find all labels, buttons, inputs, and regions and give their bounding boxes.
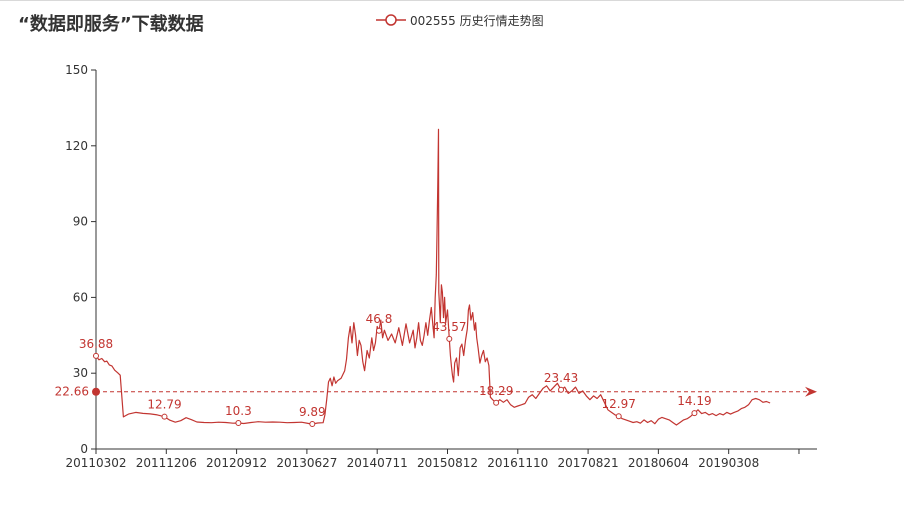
- average-arrow: [805, 386, 817, 397]
- y-tick-label: 0: [80, 442, 88, 456]
- x-tick-label: 20111206: [136, 456, 197, 470]
- data-point-marker: [615, 413, 622, 420]
- data-point-marker: [235, 419, 242, 426]
- data-point-marker: [161, 413, 168, 420]
- y-tick-label: 30: [73, 366, 88, 380]
- data-point-label: 36.88: [79, 337, 113, 351]
- data-point-marker: [309, 421, 316, 428]
- y-tick-label: 90: [73, 215, 88, 229]
- data-point-marker: [691, 410, 698, 417]
- y-tick-label: 120: [65, 139, 88, 153]
- x-tick-label: 20130627: [276, 456, 337, 470]
- data-point-label: 9.89: [299, 405, 326, 419]
- data-point-marker: [375, 327, 382, 334]
- average-start-marker: [92, 387, 100, 396]
- data-point-label: 12.79: [147, 398, 181, 412]
- top-divider: [0, 0, 904, 1]
- x-tick-label: 20180604: [628, 456, 689, 470]
- legend-line-marker-icon: [376, 14, 406, 26]
- data-point-marker: [493, 399, 500, 406]
- y-tick-label: 150: [65, 63, 88, 77]
- data-point-marker: [93, 352, 99, 359]
- series-line-002555: [95, 128, 771, 426]
- y-tick-label: 60: [73, 290, 88, 304]
- x-tick-label: 20170821: [558, 456, 619, 470]
- legend-label: 002555 历史行情走势图: [410, 13, 544, 28]
- data-point-label: 10.3: [225, 404, 252, 418]
- data-point-label: 18.29: [479, 384, 513, 398]
- x-tick-label: 20190308: [698, 456, 759, 470]
- x-tick-label: 20161110: [487, 456, 548, 470]
- average-label: 22.66: [55, 385, 89, 399]
- x-tick-label: 20120912: [206, 456, 267, 470]
- data-point-label: 12.97: [602, 397, 636, 411]
- data-point-marker: [558, 386, 565, 393]
- data-point-marker: [446, 335, 453, 342]
- x-tick-label: 20150812: [417, 456, 478, 470]
- chart-legend[interactable]: 002555 历史行情走势图: [376, 11, 544, 29]
- x-tick-label: 20110302: [65, 456, 126, 470]
- data-point-label: 46.8: [366, 312, 393, 326]
- page-title: “数据即服务”下载数据: [18, 14, 204, 35]
- data-point-label: 43.57: [432, 320, 466, 334]
- x-tick-label: 20140711: [347, 456, 408, 470]
- data-point-label: 14.19: [677, 394, 711, 408]
- data-point-label: 23.43: [544, 371, 578, 385]
